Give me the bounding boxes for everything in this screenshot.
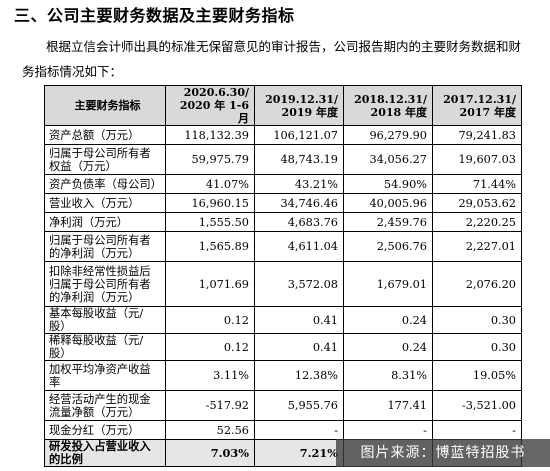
value-cell: 0.24 (343, 306, 433, 334)
value-cell: -3,521.00 (432, 390, 522, 421)
header-period: 2018 年度 (370, 105, 427, 119)
value-cell: 2,220.25 (432, 212, 522, 232)
header-col-2017: 2017.12.31/2017 年度 (432, 85, 522, 126)
table-row: 资产负债率（母公司） 41.07% 43.21% 54.90% 71.44% (44, 174, 522, 194)
table-row: 基本每股收益（元/股） 0.12 0.41 0.24 0.30 (44, 306, 522, 334)
value-cell: 34,056.27 (343, 144, 433, 175)
value-cell: 41.07% (165, 174, 255, 194)
header-date: 2018.12.31/ (354, 92, 427, 106)
row-label: 基本每股收益（元/股） (44, 306, 166, 334)
value-cell: 12.38% (254, 360, 344, 391)
value-cell: 79,241.83 (432, 125, 522, 145)
table-row: 经营活动产生的现金流量净额（万元） -517.92 5,955.76 177.41 -3… (44, 390, 522, 421)
value-cell: 0.12 (165, 333, 255, 361)
table-header-row: 主要财务指标 2020.6.30/2020 年 1-6 月 2019.12.31… (44, 85, 522, 126)
table-row: 现金分红（万元） 52.56- - - (44, 420, 522, 440)
header-label-cell: 主要财务指标 (44, 85, 166, 126)
header-date: 2020.6.30/ (183, 86, 249, 100)
value-cell: 34,746.46 (254, 193, 344, 213)
value-cell: 0.12 (165, 306, 255, 334)
table-row: 加权平均净资产收益率 3.11% 12.38% 8.31% 19.05% (44, 360, 522, 391)
header-col-2020: 2020.6.30/2020 年 1-6 月 (165, 85, 255, 126)
value-cell: 43.21% (254, 174, 344, 194)
image-source-watermark: 图片来源：博蓝特招股书 (336, 439, 550, 467)
table-row: 营业收入（万元） 16,960.15 34,746.46 40,005.96 29,05… (44, 193, 522, 213)
row-label: 营业收入（万元） (44, 193, 166, 213)
header-date: 2017.12.31/ (443, 92, 516, 106)
value-cell: 106,121.07 (254, 125, 344, 145)
value-cell: 4,683.76 (254, 212, 344, 232)
row-label: 扣除非经常性损益后归属于母公司所有者的净利润（万元） (44, 261, 166, 307)
value-cell: 2,227.01 (432, 231, 522, 262)
value-cell: 8.31% (343, 360, 433, 391)
value-cell: 1,071.69 (165, 261, 255, 307)
row-label: 现金分红（万元） (44, 420, 166, 440)
value-cell: 177.41 (343, 390, 433, 421)
row-label: 归属于母公司所有者的净利润（万元） (44, 231, 166, 262)
value-cell: 40,005.96 (343, 193, 433, 213)
table-row: 归属于母公司所有者的净利润（万元） 1,565.89 4,611.04 2,506.7… (44, 231, 522, 262)
value-cell: 0.41 (254, 333, 344, 361)
row-label: 加权平均净资产收益率 (44, 360, 166, 391)
header-period: 2019 年度 (281, 105, 338, 119)
value-cell: - (254, 420, 344, 440)
header-period: 2020 年 1-6 月 (179, 99, 249, 125)
value-cell: 118,132.39 (165, 125, 255, 145)
row-label: 归属于母公司所有者权益（万元） (44, 144, 166, 175)
table-row: 扣除非经常性损益后归属于母公司所有者的净利润（万元） 1,071.69 3,572.… (44, 261, 522, 307)
value-cell: 19,607.03 (432, 144, 522, 175)
value-cell: 4,611.04 (254, 231, 344, 262)
row-label: 经营活动产生的现金流量净额（万元） (44, 390, 166, 421)
table-row: 稀释每股收益（元/股） 0.12 0.41 0.24 0.30 (44, 333, 522, 361)
value-cell: 0.30 (432, 333, 522, 361)
value-cell: 54.90% (343, 174, 433, 194)
value-cell: 3,572.08 (254, 261, 344, 307)
value-cell: 48,743.19 (254, 144, 344, 175)
row-label: 净利润（万元） (44, 212, 166, 232)
value-cell: 52.56 (165, 420, 255, 440)
value-cell: 0.24 (343, 333, 433, 361)
value-cell: -517.92 (165, 390, 255, 421)
value-cell: 2,506.76 (343, 231, 433, 262)
value-cell: 19.05% (432, 360, 522, 391)
table-row: 归属于母公司所有者权益（万元） 59,975.79 48,743.19 34,056.… (44, 144, 522, 175)
value-cell: 1,679.01 (343, 261, 433, 307)
value-cell: 0.30 (432, 306, 522, 334)
value-cell: 1,565.89 (165, 231, 255, 262)
value-cell: 59,975.79 (165, 144, 255, 175)
value-cell: 3.11% (165, 360, 255, 391)
value-cell: 5,955.76 (254, 390, 344, 421)
header-period: 2017 年度 (459, 105, 516, 119)
row-label: 资产负债率（母公司） (44, 174, 166, 194)
intro-paragraph: 根据立信会计师出具的标准无保留意见的审计报告，公司报告期内的主要财务数据和财务指… (22, 39, 522, 79)
value-cell: - (343, 420, 433, 440)
row-label: 稀释每股收益（元/股） (44, 333, 166, 361)
value-cell: 96,279.90 (343, 125, 433, 145)
value-cell: 2,076.20 (432, 261, 522, 307)
value-cell: - (432, 420, 522, 440)
header-col-2018: 2018.12.31/2018 年度 (343, 85, 433, 126)
value-cell: 1,555.50 (165, 212, 255, 232)
value-cell: 7.03% (165, 439, 255, 467)
value-cell: 7.21% (254, 439, 344, 467)
row-label: 研发投入占营业收入的比例 (44, 439, 166, 467)
table-row: 净利润（万元） 1,555.50 4,683.76 2,459.76 2,220.25 (44, 212, 522, 232)
value-cell: 29,053.62 (432, 193, 522, 213)
section-heading: 三、公司主要财务数据及主要财务指标 (14, 6, 295, 25)
table-row: 资产总额（万元） 118,132.39 106,121.07 96,279.90 79,… (44, 125, 522, 145)
header-date: 2019.12.31/ (265, 92, 338, 106)
value-cell: 0.41 (254, 306, 344, 334)
header-col-2019: 2019.12.31/2019 年度 (254, 85, 344, 126)
value-cell: 16,960.15 (165, 193, 255, 213)
row-label: 资产总额（万元） (44, 125, 166, 145)
value-cell: 71.44% (432, 174, 522, 194)
financial-indicators-table: 主要财务指标 2020.6.30/2020 年 1-6 月 2019.12.31… (44, 85, 522, 467)
value-cell: 2,459.76 (343, 212, 433, 232)
